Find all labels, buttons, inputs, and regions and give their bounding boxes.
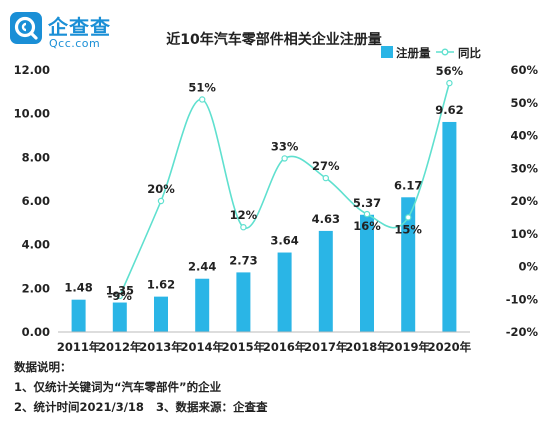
y-right-tick-label: -10%	[506, 292, 539, 306]
line-value-label: 12%	[230, 208, 258, 222]
bar	[112, 302, 127, 332]
bar-value-label: 1.48	[64, 281, 92, 295]
yoy-point	[240, 223, 247, 231]
notes-line-2b: 3、数据来源：企查查	[155, 400, 268, 414]
bar-value-labels: 1.48 1.35 1.62 2.44 2.73 3.64 4.63 5.37 6.17 9.62	[64, 103, 463, 298]
bar-value-label: 4.63	[312, 212, 340, 226]
y-right-tick-label: 60%	[510, 63, 538, 77]
x-tick-label: 2011年	[57, 340, 101, 354]
notes-line-2a: 2、统计时间2021/3/18	[14, 400, 144, 414]
line-value-label: 15%	[394, 222, 422, 236]
notes-line-1: 1、仅统计关键词为“汽车零部件”的企业	[14, 380, 222, 394]
x-tick-label: 2018年	[345, 340, 389, 354]
yoy-point	[116, 292, 124, 300]
yoy-point	[157, 197, 165, 205]
y-axis-right: -20% -10% 0% 10% 20% 30% 40% 50% 60%	[506, 63, 539, 339]
chart-legend: 注册量 同比	[381, 46, 481, 60]
y-left-tick-label: 0.00	[22, 325, 50, 339]
y-right-tick-label: -20%	[506, 325, 539, 339]
bar-value-label: 1.35	[106, 284, 134, 298]
y-right-tick-label: 50%	[510, 96, 538, 110]
line-series	[116, 79, 453, 300]
line-value-label: 51%	[188, 80, 216, 94]
x-tick-label: 2015年	[222, 340, 266, 354]
x-tick-label: 2014年	[180, 340, 224, 354]
notes-line-2: 2、统计时间2021/3/18 3、数据来源：企查查	[14, 397, 275, 417]
bar-value-label: 3.64	[270, 234, 298, 248]
yoy-point	[281, 155, 288, 162]
x-tick-label: 2017年	[304, 340, 348, 354]
qcc-logo-icon	[10, 12, 42, 44]
x-tick-label: 2012年	[98, 340, 142, 354]
bar	[442, 121, 457, 332]
y-right-tick-label: 0%	[518, 260, 538, 274]
y-right-tick-label: 20%	[510, 194, 538, 208]
data-notes: 数据说明： 1、仅统计关键词为“汽车零部件”的企业 2、统计时间2021/3/1…	[14, 357, 275, 417]
y-right-tick-label: 10%	[510, 227, 538, 241]
qcc-logo: 企查查 Qcc.com	[10, 10, 130, 54]
legend-line-label: 同比	[458, 46, 481, 60]
line-value-label: 16%	[353, 219, 381, 233]
legend-bar-swatch	[381, 46, 393, 58]
line-value-label: -9%	[108, 289, 133, 303]
y-left-tick-label: 10.00	[14, 107, 50, 121]
registration-chart: 近10年汽车零部件相关企业注册量 注册量 同比 0.00 2.00 4.00 6.00…	[14, 31, 539, 354]
yoy-point	[446, 79, 453, 87]
line-value-label: 20%	[147, 182, 175, 196]
bar	[71, 299, 86, 332]
bar	[277, 252, 292, 332]
bar-value-label: 6.17	[394, 178, 422, 192]
yoy-point	[322, 174, 329, 182]
logo-text-cn: 企查查	[48, 15, 111, 39]
y-left-tick-label: 6.00	[22, 194, 50, 208]
line-value-label: 56%	[436, 64, 464, 78]
x-tick-label: 2020年	[428, 340, 472, 354]
bar	[236, 272, 251, 332]
bar-value-label: 2.73	[229, 253, 257, 267]
x-tick-label: 2016年	[263, 340, 307, 354]
bar	[360, 214, 374, 332]
bar	[318, 230, 333, 332]
line-value-label: 27%	[312, 159, 340, 173]
y-right-tick-label: 30%	[510, 161, 538, 175]
logo-text-en: Qcc.com	[49, 37, 101, 50]
bar-series	[71, 121, 457, 332]
y-left-tick-label: 2.00	[22, 281, 50, 295]
y-left-tick-label: 4.00	[22, 238, 50, 252]
y-left-tick-label: 12.00	[14, 63, 50, 77]
chart-title: 近10年汽车零部件相关企业注册量	[166, 31, 381, 48]
x-tick-label: 2019年	[386, 340, 430, 354]
line-value-label: 33%	[271, 139, 299, 153]
bar	[195, 278, 210, 332]
bar-value-label: 2.44	[188, 260, 216, 274]
x-tick-label: 2013年	[139, 340, 183, 354]
bar-value-label: 1.62	[147, 278, 175, 292]
x-axis: 2011年2012年2013年2014年2015年2016年2017年2018年…	[57, 331, 472, 354]
yoy-point	[405, 214, 412, 221]
line-value-labels: -9% 20% 51% 12% 33% 27% 16% 15% 56%	[108, 64, 464, 303]
notes-heading: 数据说明：	[14, 360, 72, 374]
bar	[401, 197, 416, 332]
bar-value-label: 5.37	[353, 196, 381, 210]
y-axis-left: 0.00 2.00 4.00 6.00 8.00 10.00 12.00	[14, 63, 50, 339]
yoy-point	[363, 210, 371, 218]
yoy-line	[119, 82, 451, 297]
bar-value-label: 9.62	[435, 103, 463, 117]
legend-bar-label: 注册量	[396, 46, 431, 60]
y-left-tick-label: 8.00	[22, 150, 50, 164]
yoy-point	[198, 96, 206, 103]
y-right-tick-label: 40%	[510, 129, 538, 143]
legend-line-marker	[441, 48, 449, 56]
bar	[154, 296, 168, 332]
